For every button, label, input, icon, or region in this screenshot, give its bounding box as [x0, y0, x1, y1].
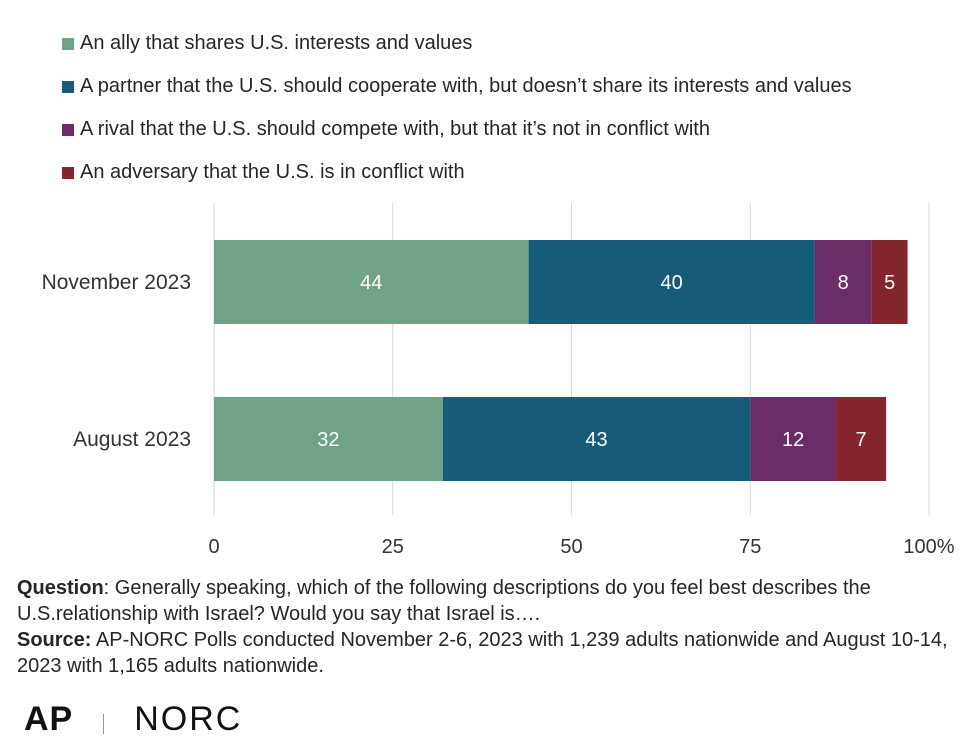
bar-segment: [871, 240, 908, 324]
data-label: 32: [317, 429, 339, 451]
legend-label-ally: An ally that shares U.S. interests and v…: [80, 32, 473, 54]
norc-logo: NORC: [134, 700, 243, 738]
x-tick-label: 50: [560, 536, 582, 558]
data-label: 43: [585, 429, 607, 451]
bar-segment: [814, 240, 872, 324]
legend-swatch-partner: [62, 80, 74, 93]
legend-label-adversary: An adversary that the U.S. is in conflic…: [80, 161, 465, 183]
source-text: AP-NORC Polls conducted November 2-6, 20…: [17, 629, 948, 677]
bar-segment: [214, 397, 443, 481]
category-label: August 2023: [73, 428, 191, 451]
question-label: Question: [17, 577, 104, 599]
bar-segment: [442, 397, 751, 481]
ap-logo: AP: [24, 700, 74, 738]
source-note: Source: AP-NORC Polls conducted November…: [17, 627, 967, 679]
legend-item-rival: A rival that the U.S. should compete wit…: [62, 108, 852, 151]
bar-segment: [836, 397, 887, 481]
bar-segment: [528, 240, 815, 324]
x-tick-label: 100%: [903, 536, 954, 558]
logo-divider: [103, 714, 105, 734]
logo-bar: AP NORC: [24, 702, 242, 736]
data-label: 44: [360, 272, 382, 294]
category-label: November 2023: [42, 271, 191, 294]
data-label: 40: [660, 272, 682, 294]
x-tick-label: 75: [739, 536, 761, 558]
legend-item-ally: An ally that shares U.S. interests and v…: [62, 22, 852, 65]
source-label: Source:: [17, 629, 92, 651]
legend-swatch-ally: [62, 37, 74, 50]
data-label: 12: [782, 429, 804, 451]
bar-segment: [214, 240, 529, 324]
legend-swatch-rival: [62, 123, 74, 136]
data-label: 5: [884, 272, 895, 294]
chart-footer: Question: Generally speaking, which of t…: [17, 575, 967, 679]
legend-item-partner: A partner that the U.S. should cooperate…: [62, 65, 852, 108]
x-tick-label: 25: [382, 536, 404, 558]
bar-segment: [750, 397, 837, 481]
question-note: Question: Generally speaking, which of t…: [17, 575, 967, 627]
x-tick-label: 0: [208, 536, 219, 558]
legend-label-partner: A partner that the U.S. should cooperate…: [80, 75, 852, 97]
legend-item-adversary: An adversary that the U.S. is in conflic…: [62, 151, 852, 194]
legend-label-rival: A rival that the U.S. should compete wit…: [80, 118, 710, 140]
question-text: : Generally speaking, which of the follo…: [17, 577, 871, 625]
data-label: 8: [838, 272, 849, 294]
stacked-bar-chart: 0 25 50 75 100% November 2023 44 40 8 5 August 202…: [42, 203, 955, 558]
legend-swatch-adversary: [62, 166, 74, 179]
chart-legend: An ally that shares U.S. interests and v…: [62, 22, 852, 194]
data-label: 7: [856, 429, 867, 451]
